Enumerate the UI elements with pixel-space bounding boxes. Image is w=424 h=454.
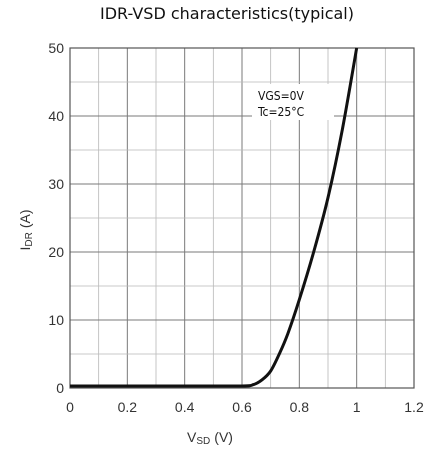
annotation-tc: Tc=25°C — [257, 105, 304, 119]
y-tick-label: 40 — [48, 108, 64, 124]
x-axis-label-main: V — [187, 429, 197, 445]
series-group — [69, 47, 359, 388]
grid-lines — [69, 47, 415, 389]
tick-labels: 0 0.2 0.4 0.6 0.8 1 1.2 0 10 20 30 40 50 — [48, 40, 424, 415]
x-axis-label-unit: (V) — [214, 429, 233, 445]
plot-frame — [69, 47, 415, 389]
x-axis-label: VSD (V) — [187, 429, 233, 447]
y-axis-label: IDR (A) — [17, 209, 35, 250]
y-tick-label: 50 — [48, 40, 64, 56]
axes — [69, 47, 415, 389]
y-tick-label: 0 — [56, 380, 64, 396]
annotation-background — [252, 84, 334, 120]
x-tick-label: 0.6 — [232, 399, 252, 415]
annotation-vgs: VGS=0V — [258, 89, 305, 103]
y-tick-label: 30 — [48, 176, 64, 192]
annotation-box: VGS=0V Tc=25°C — [252, 84, 334, 120]
series-curve — [69, 47, 359, 388]
x-tick-label: 0 — [66, 399, 74, 415]
y-axis-label-main: I — [17, 247, 33, 251]
y-axis-label-sub: DR — [24, 232, 35, 246]
x-tick-label: 1 — [353, 399, 361, 415]
x-tick-label: 0.2 — [118, 399, 138, 415]
y-tick-label: 20 — [48, 244, 64, 260]
y-axis-label-unit: (A) — [17, 209, 33, 228]
y-tick-label: 10 — [48, 312, 64, 328]
chart-title: IDR-VSD characteristics(typical) — [100, 4, 354, 23]
x-tick-label: 0.4 — [175, 399, 195, 415]
x-tick-label: 1.2 — [404, 399, 424, 415]
x-tick-label: 0.8 — [290, 399, 310, 415]
x-axis-label-sub: SD — [196, 436, 210, 447]
